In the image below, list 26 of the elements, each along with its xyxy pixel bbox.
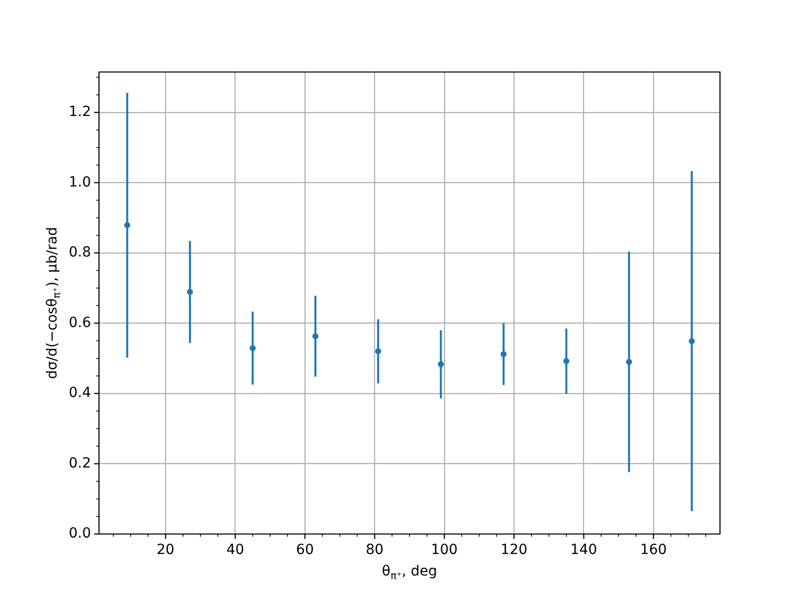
x-tick-label: 120 — [500, 542, 528, 558]
x-tick-label: 60 — [296, 542, 314, 558]
point — [626, 358, 632, 365]
x-tick-label: 160 — [640, 542, 667, 558]
x-tick-label: 40 — [226, 542, 244, 558]
x-tick-label: 80 — [366, 542, 384, 558]
point — [563, 358, 570, 364]
y-tick-label: 0.2 — [68, 455, 91, 472]
point — [312, 333, 318, 340]
y-tick-label: 1.2 — [68, 104, 91, 120]
x-tick-label: 20 — [156, 542, 174, 558]
point — [186, 288, 193, 295]
point — [438, 361, 444, 368]
y-tick-label: 0.8 — [68, 244, 91, 261]
y-tick-label: 0.4 — [68, 385, 92, 402]
point — [124, 222, 130, 228]
x-tick-label: 140 — [570, 542, 598, 558]
point — [500, 351, 507, 358]
x-tick-label: 100 — [430, 542, 458, 558]
y-axis-title: dσ/d(−cosθπ⁺), μb/rad — [44, 226, 63, 380]
point — [688, 338, 695, 344]
y-tick-label: 0.6 — [68, 314, 92, 331]
y-tick-label: 1.0 — [68, 174, 91, 190]
point — [375, 348, 382, 354]
point — [250, 345, 256, 352]
y-tick-label: 0.0 — [68, 526, 91, 542]
